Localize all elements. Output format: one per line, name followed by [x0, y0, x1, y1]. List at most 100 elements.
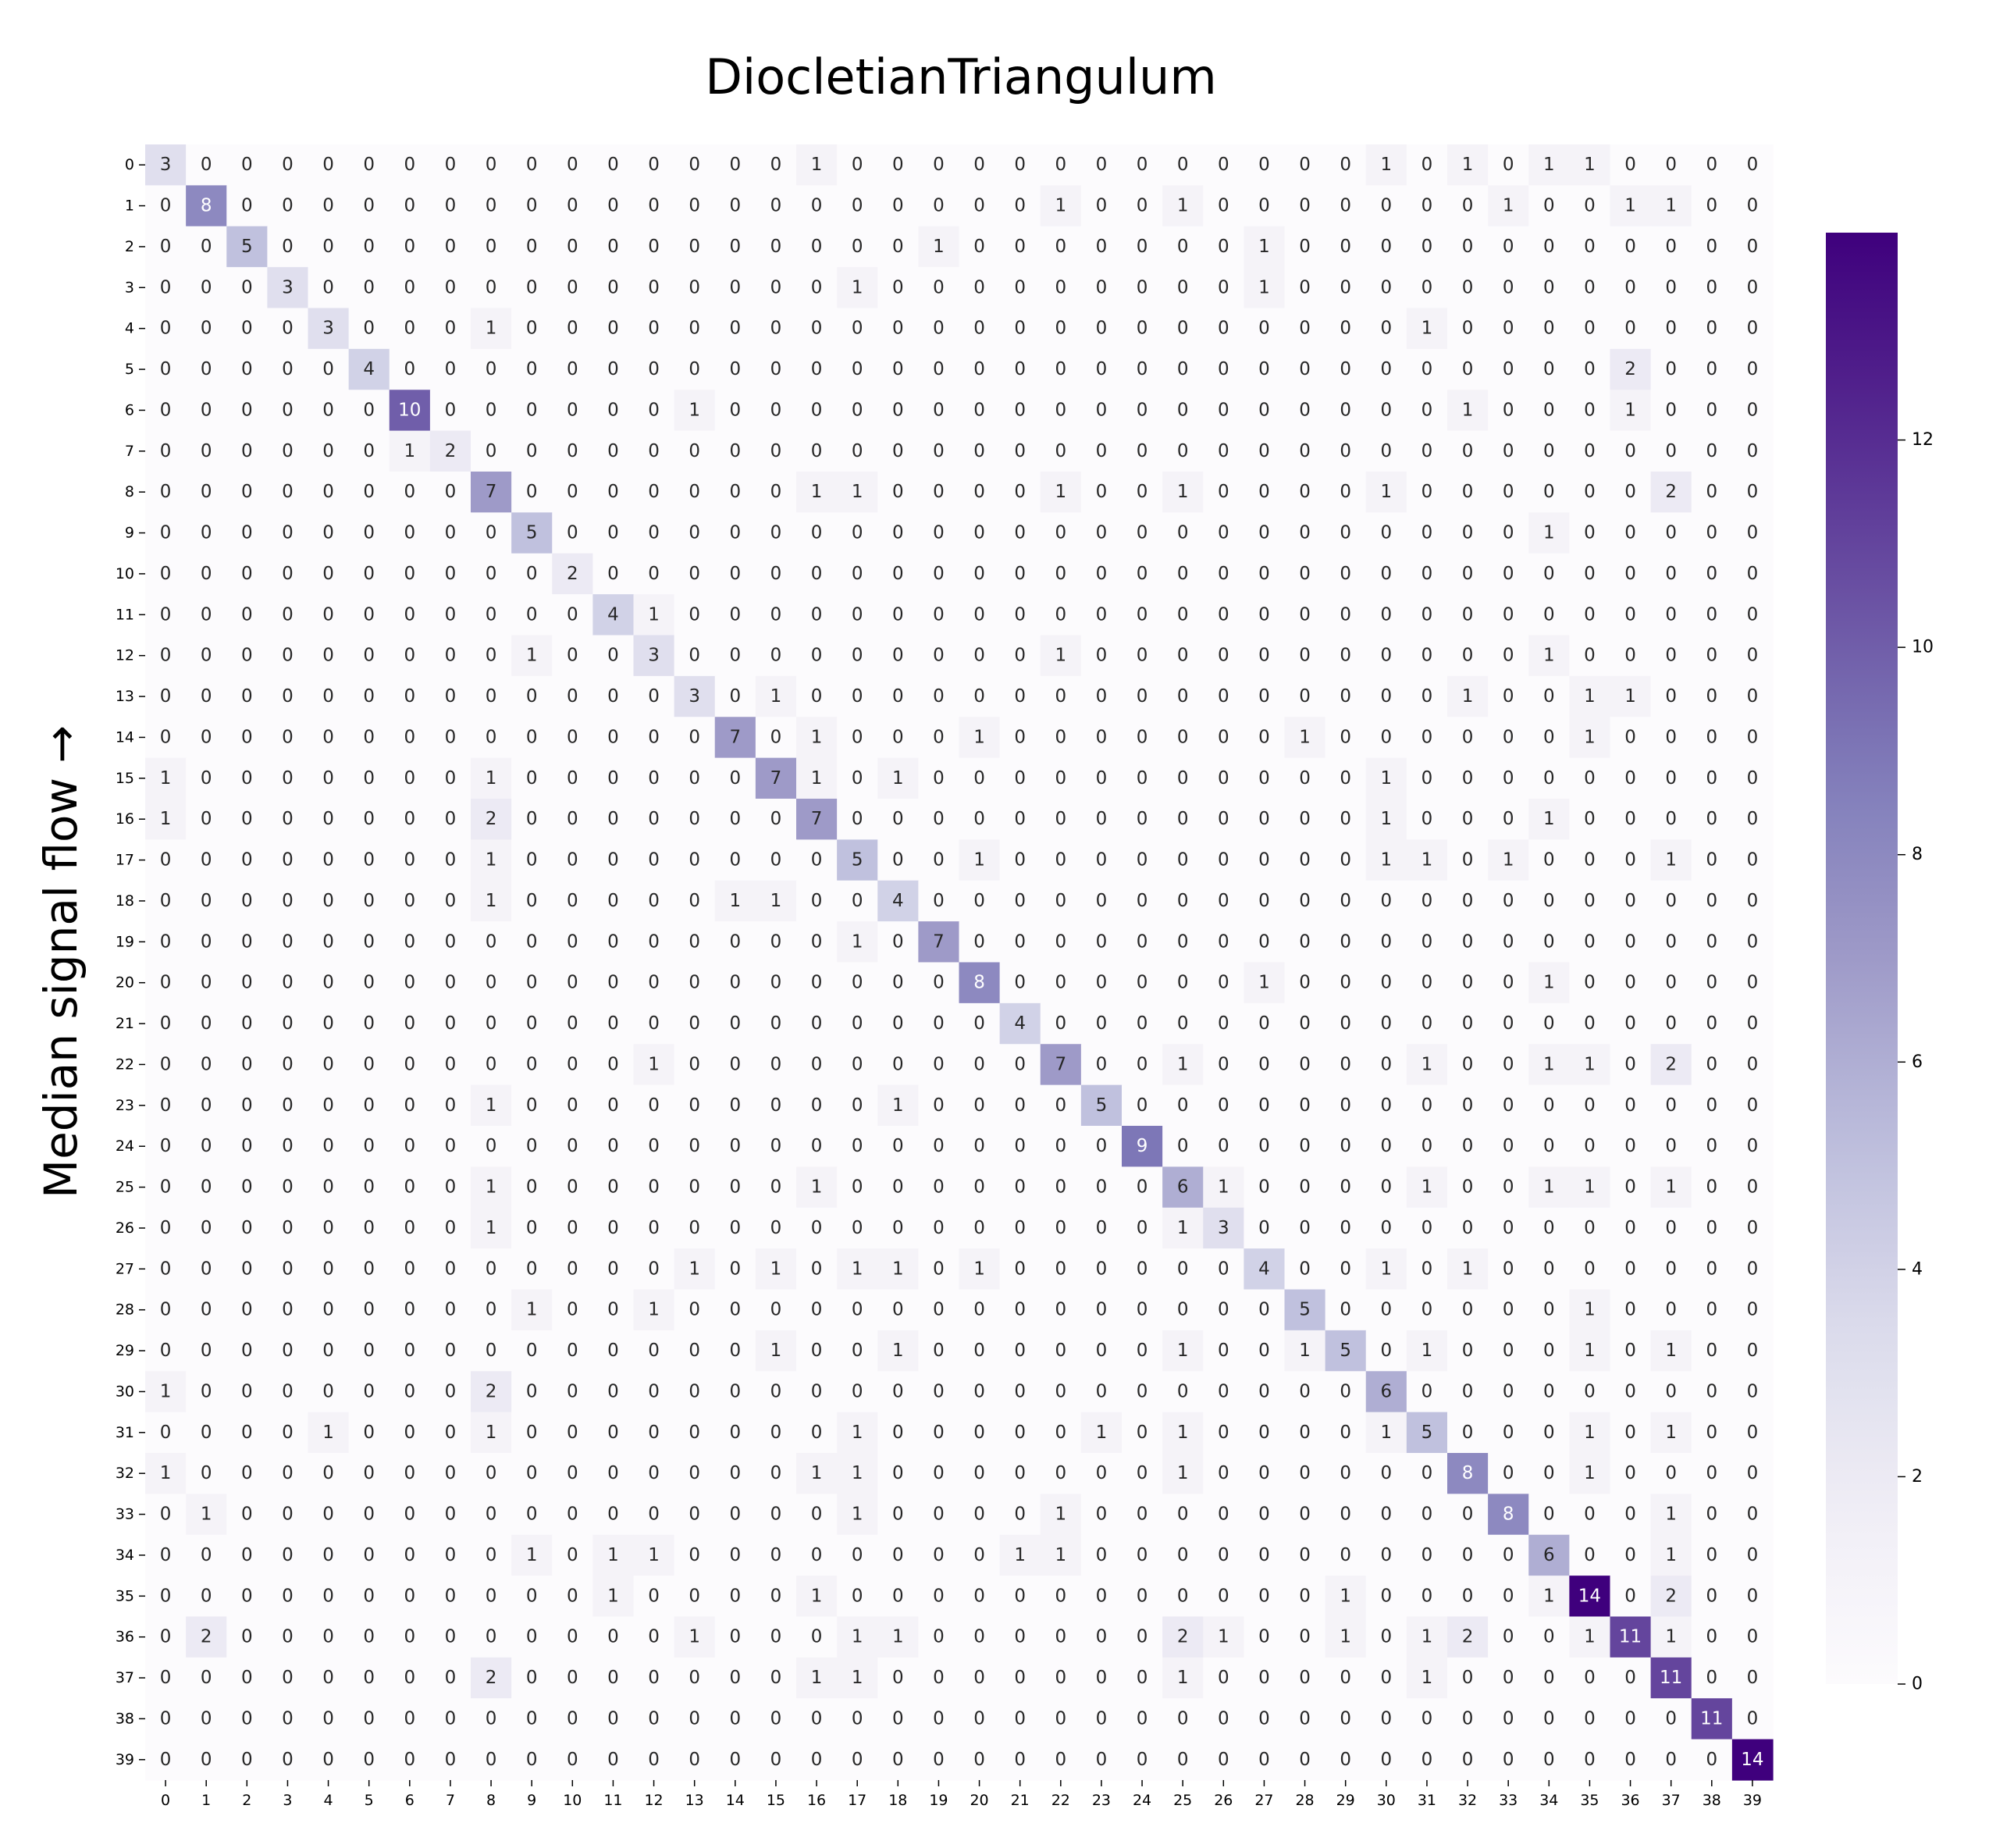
cell-value-label: 0	[1340, 564, 1351, 584]
heatmap-cell	[1284, 226, 1326, 268]
cell-value-label: 0	[282, 1218, 294, 1238]
heatmap-cell	[511, 717, 553, 759]
cell-value-label: 1	[811, 482, 823, 502]
cell-value-label: 0	[933, 1381, 945, 1401]
heatmap-cell	[674, 757, 716, 799]
cell-value-label: 0	[1747, 277, 1759, 297]
heatmap-cell	[1040, 430, 1082, 472]
cell-value-label: 0	[1747, 319, 1759, 339]
cell-value-label: 0	[1096, 359, 1108, 379]
cell-value-label: 0	[1340, 931, 1351, 952]
cell-value-label: 0	[607, 727, 619, 747]
heatmap-cell	[1610, 226, 1652, 268]
cell-value-label: 1	[486, 319, 497, 339]
cell-value-label: 0	[1218, 850, 1229, 871]
cell-value-label: 0	[729, 1668, 741, 1688]
cell-value-label: 0	[567, 931, 578, 952]
cell-value-label: 0	[1177, 564, 1189, 584]
cell-value-label: 1	[811, 1177, 823, 1198]
cell-value-label: 1	[688, 1259, 700, 1279]
cell-value-label: 0	[1096, 319, 1108, 339]
y-tick-label: 34	[116, 1547, 134, 1564]
cell-value-label: 0	[852, 441, 863, 461]
cell-value-label: 0	[648, 727, 660, 747]
cell-value-label: 0	[1503, 646, 1514, 666]
cell-value-label: 0	[201, 1708, 212, 1729]
heatmap-cell	[714, 144, 756, 186]
cell-value-label: 0	[1258, 1750, 1270, 1770]
cell-value-label: 0	[322, 1341, 334, 1361]
cell-value-label: 1	[1503, 850, 1514, 871]
cell-value-label: 0	[363, 482, 375, 502]
heatmap-cell	[1203, 226, 1244, 268]
heatmap-cell	[1080, 348, 1123, 390]
x-tick-label: 29	[1336, 1792, 1355, 1809]
y-tick-label: 4	[125, 320, 134, 337]
cell-value-label: 1	[852, 1504, 863, 1525]
cell-value-label: 0	[322, 1259, 334, 1279]
cell-value-label: 0	[1543, 1504, 1555, 1525]
cell-value-label: 0	[1584, 850, 1596, 871]
cell-value-label: 0	[607, 1668, 619, 1688]
cell-value-label: 0	[1747, 1422, 1759, 1443]
cell-value-label: 0	[567, 319, 578, 339]
cell-value-label: 0	[1747, 1218, 1759, 1238]
heatmap-cell	[308, 144, 350, 186]
heatmap-cell	[1569, 144, 1611, 186]
heatmap-cell	[429, 757, 471, 799]
cell-value-label: 0	[1014, 891, 1026, 911]
cell-value-label: 1	[1624, 686, 1636, 707]
cell-value-label: 0	[241, 973, 253, 993]
cell-value-label: 0	[363, 277, 375, 297]
cell-value-label: 0	[1706, 1668, 1717, 1688]
cell-value-label: 0	[1543, 891, 1555, 911]
cell-value-label: 0	[282, 768, 294, 789]
cell-value-label: 0	[1421, 277, 1433, 297]
cell-value-label: 0	[160, 891, 172, 911]
cell-value-label: 1	[1421, 850, 1433, 871]
cell-value-label: 0	[1706, 891, 1717, 911]
cell-value-label: 0	[1218, 1668, 1229, 1688]
cell-value-label: 1	[1462, 1259, 1474, 1279]
cell-value-label: 0	[567, 1627, 578, 1647]
cell-value-label: 0	[729, 1177, 741, 1198]
heatmap-cell	[471, 512, 512, 554]
cell-value-label: 1	[1177, 1218, 1189, 1238]
cell-value-label: 0	[1096, 646, 1108, 666]
cell-value-label: 0	[282, 727, 294, 747]
cell-value-label: 0	[1258, 768, 1270, 789]
heatmap-cell	[1569, 390, 1611, 432]
x-tick-label: 36	[1621, 1792, 1639, 1809]
cell-value-label: 0	[648, 809, 660, 829]
cell-value-label: 0	[1747, 931, 1759, 952]
cell-value-label: 0	[892, 400, 904, 420]
cell-value-label: 0	[241, 1177, 253, 1198]
cell-value-label: 0	[770, 441, 782, 461]
heatmap-cell	[1488, 553, 1529, 595]
cell-value-label: 0	[1665, 319, 1677, 339]
cell-value-label: 0	[363, 1463, 375, 1483]
cell-value-label: 0	[1258, 1177, 1270, 1198]
y-tick-label: 3	[125, 279, 134, 296]
cell-value-label: 0	[1462, 891, 1474, 911]
heatmap-cell	[714, 472, 756, 513]
cell-value-label: 1	[1380, 1422, 1392, 1443]
cell-value-label: 1	[1624, 400, 1636, 420]
heatmap-cell	[1610, 553, 1652, 595]
heatmap-cell	[877, 144, 919, 186]
heatmap-cell	[837, 348, 878, 390]
x-tick-label: 0	[161, 1792, 170, 1809]
cell-value-label: 10	[398, 400, 421, 420]
heatmap-cells	[145, 144, 1774, 1781]
cell-value-label: 0	[1584, 646, 1596, 666]
cell-value-label: 0	[1706, 1381, 1717, 1401]
heatmap-cell	[471, 185, 512, 227]
cell-value-label: 0	[1258, 1463, 1270, 1483]
heatmap-cell	[226, 267, 268, 309]
cell-value-label: 0	[607, 891, 619, 911]
cell-value-label: 0	[1380, 973, 1392, 993]
cell-value-label: 0	[404, 1668, 415, 1688]
cell-value-label: 1	[811, 1463, 823, 1483]
cell-value-label: 5	[1421, 1422, 1433, 1443]
cell-value-label: 0	[607, 1708, 619, 1729]
